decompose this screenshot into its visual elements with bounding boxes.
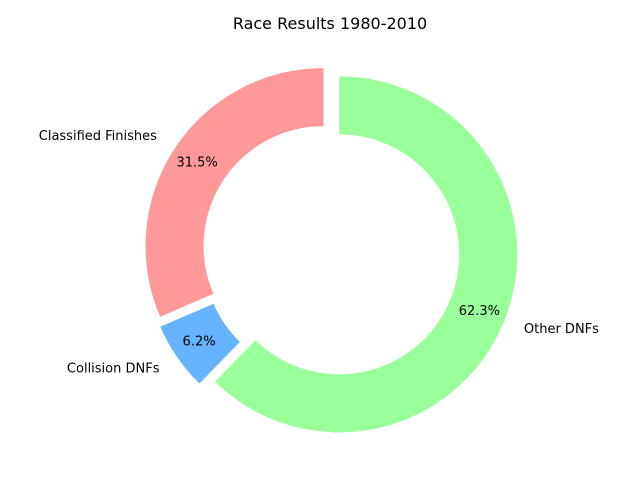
pct-label: 31.5% xyxy=(176,156,217,171)
slice-collision-dnfs xyxy=(160,303,240,384)
slice-label: Collision DNFs xyxy=(67,362,160,377)
pct-label: 6.2% xyxy=(183,334,216,349)
chart-title: Race Results 1980-2010 xyxy=(233,14,427,33)
pct-label: 62.3% xyxy=(459,304,500,319)
slice-classified-finishes xyxy=(145,68,324,317)
slice-other-dnfs xyxy=(214,76,518,433)
slice-label: Classified Finishes xyxy=(39,129,157,144)
slices-group xyxy=(145,68,518,433)
labels-group: 31.5% Classified Finishes 6.2% Collision DN… xyxy=(39,129,599,376)
slice-label: Other DNFs xyxy=(524,322,599,337)
